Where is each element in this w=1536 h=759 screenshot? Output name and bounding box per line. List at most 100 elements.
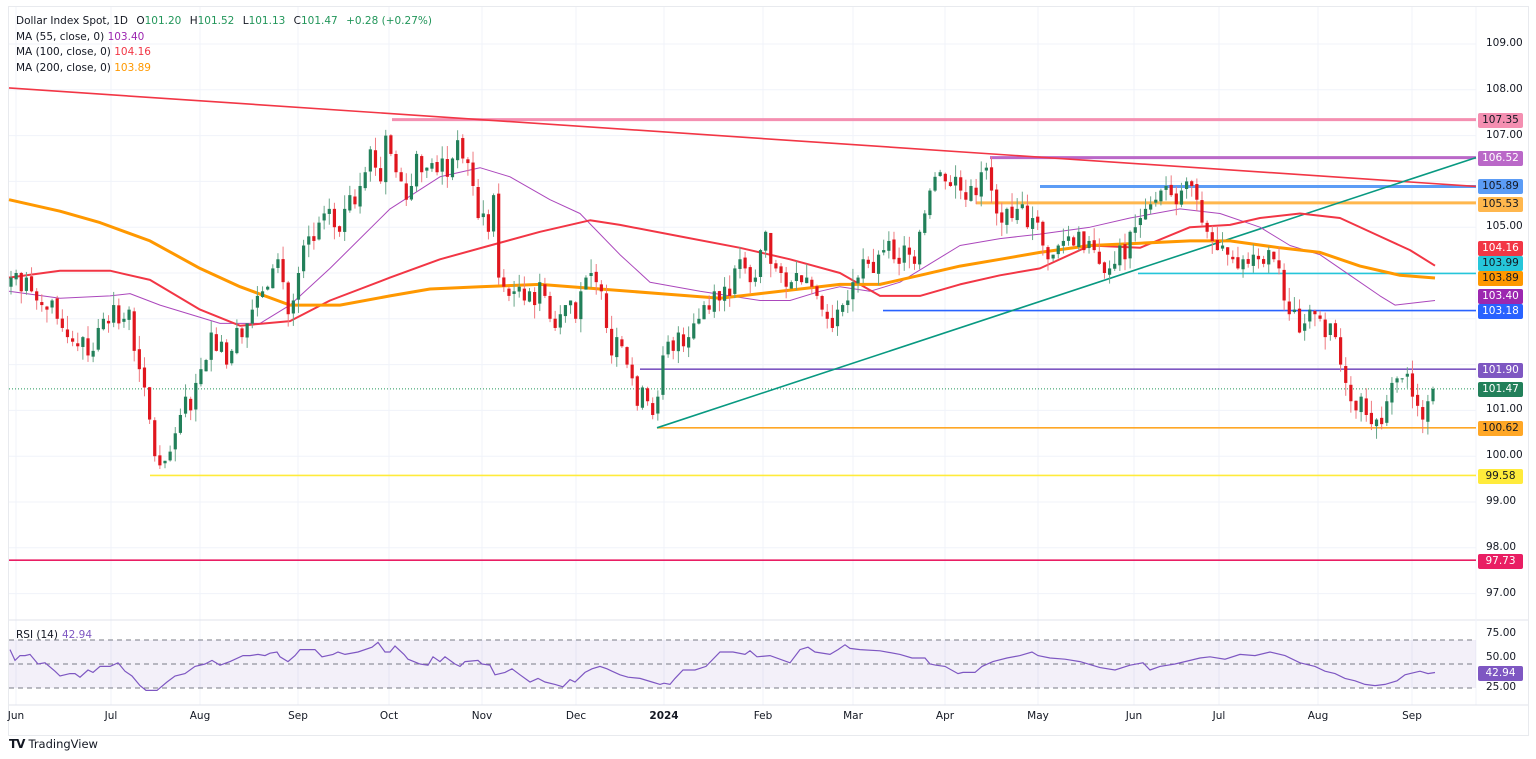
candle-body <box>507 288 511 296</box>
candle-body <box>491 195 496 232</box>
candle-body <box>861 259 865 279</box>
candle-body <box>399 172 403 182</box>
candle-body <box>1030 218 1035 229</box>
candle-body <box>548 295 552 319</box>
indicator-ma200[interactable]: MA (200, close, 0) 103.89 <box>16 61 432 77</box>
rsi-value-tag: 42.94 <box>1478 665 1523 681</box>
candle-body <box>1390 382 1394 403</box>
candle-body <box>1333 323 1338 338</box>
candle-body <box>615 337 619 358</box>
candle-body <box>1421 407 1425 420</box>
tradingview-wordmark: TradingView <box>28 737 98 751</box>
time-tick-label: Jun <box>7 710 25 722</box>
candle-body <box>769 232 773 264</box>
candle-body <box>24 277 29 291</box>
candle-body <box>527 291 532 302</box>
price-tag-99-58: 99.58 <box>1478 468 1523 484</box>
candle-body <box>876 254 881 274</box>
candle-body <box>738 259 742 269</box>
candle-body <box>712 291 716 312</box>
candle-body <box>1410 373 1415 397</box>
close-value: 101.47 <box>301 15 338 27</box>
candle-body <box>379 168 383 182</box>
candle-body <box>794 273 799 282</box>
candle-body <box>579 291 583 320</box>
candle-body <box>805 277 809 284</box>
candle-body <box>681 334 686 347</box>
candle-body <box>1184 181 1189 190</box>
price-tag-101-90: 101.90 <box>1478 362 1523 378</box>
candle-body <box>882 250 886 253</box>
rsi-tick-label: 25.00 <box>1486 681 1517 693</box>
candle-body <box>440 158 444 172</box>
candle-body <box>856 277 860 284</box>
symbol-title[interactable]: Dollar Index Spot, 1D <box>16 15 128 27</box>
candle-body <box>1077 231 1081 247</box>
tradingview-branding[interactable]: TV TradingView <box>9 737 98 751</box>
candle-body <box>630 364 634 379</box>
candle-body <box>1297 308 1302 333</box>
candle-body <box>1128 231 1132 259</box>
candle-body <box>1025 205 1030 228</box>
candle-body <box>1400 378 1404 380</box>
candle-body <box>651 403 655 415</box>
candle-body <box>1344 366 1348 383</box>
time-tick-label: Oct <box>379 710 399 722</box>
candle-body <box>1164 185 1168 190</box>
candle-body <box>117 305 121 324</box>
candle-body <box>40 302 44 306</box>
price-tick-label: 107.00 <box>1486 128 1523 141</box>
candle-body <box>964 192 968 200</box>
candle-body <box>984 167 988 171</box>
candle-body <box>707 305 711 310</box>
candle-body <box>409 185 414 200</box>
candle-body <box>281 259 285 283</box>
candle-body <box>178 414 183 433</box>
candle-body <box>1010 206 1014 219</box>
candle-body <box>928 190 932 216</box>
rsi-legend[interactable]: RSI (14) 42.94 <box>16 629 92 641</box>
candle-body <box>779 266 783 273</box>
candle-body <box>661 355 665 395</box>
candle-body <box>599 284 603 292</box>
candle-body <box>142 367 147 388</box>
candle-body <box>620 339 624 347</box>
candle-body <box>830 317 834 328</box>
candle-body <box>640 387 645 408</box>
candle-body <box>250 309 254 324</box>
candle-body <box>209 332 213 360</box>
candle-body <box>348 195 352 211</box>
candle-body <box>851 282 855 300</box>
candle-body <box>55 298 59 319</box>
candle-body <box>1405 373 1409 377</box>
candle-body <box>363 172 367 189</box>
candle-body <box>1210 232 1214 241</box>
candle-body <box>953 176 958 186</box>
candle-body <box>558 314 562 328</box>
candle-body <box>687 337 691 348</box>
indicator-ma55[interactable]: MA (55, close, 0) 103.40 <box>16 30 432 46</box>
candle-body <box>1287 301 1291 315</box>
candle-body <box>296 273 301 300</box>
ma100-value: 104.16 <box>114 46 151 58</box>
candle-body <box>122 318 126 322</box>
candle-body <box>199 369 203 385</box>
candle-body <box>132 311 136 351</box>
time-tick-label: 2024 <box>649 710 679 722</box>
candle-body <box>235 327 239 354</box>
candle-body <box>60 318 64 328</box>
close-label: C <box>293 15 301 27</box>
price-tick-label: 97.00 <box>1486 586 1517 599</box>
indicator-ma100[interactable]: MA (100, close, 0) 104.16 <box>16 45 432 61</box>
candle-body <box>512 291 516 294</box>
price-tick-label: 99.00 <box>1486 495 1517 507</box>
chart-frame <box>8 6 1529 736</box>
rsi-tick-label: 50.00 <box>1486 651 1517 663</box>
candle-body <box>1092 240 1096 251</box>
candle-body <box>907 247 911 255</box>
candle-body <box>1113 263 1117 269</box>
time-tick-label: Sep <box>288 710 308 722</box>
candle-body <box>1000 212 1004 223</box>
candle-body <box>245 323 249 338</box>
